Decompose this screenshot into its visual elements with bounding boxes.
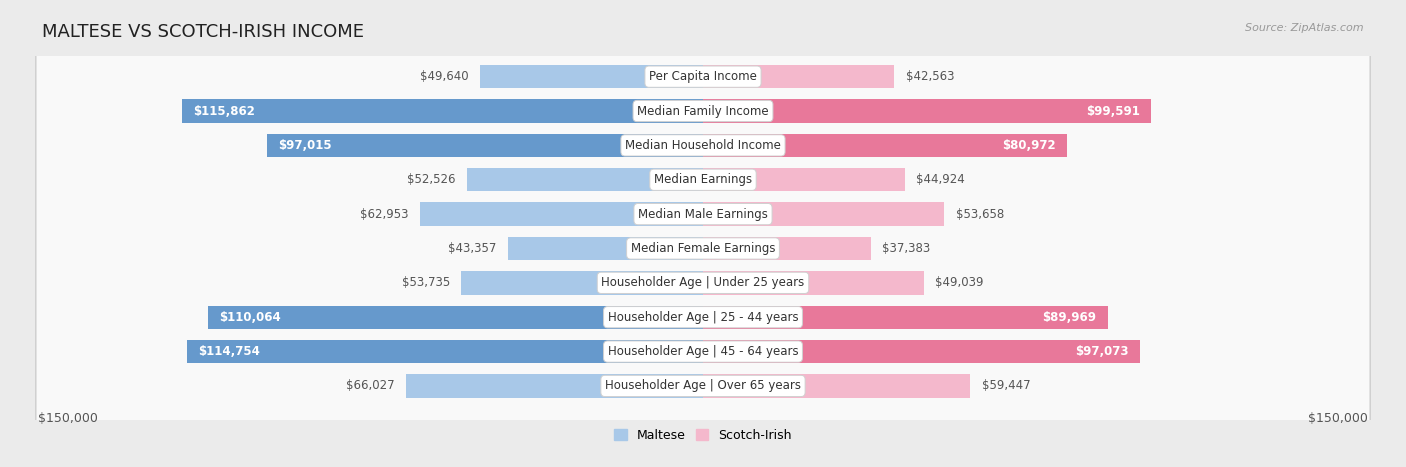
Text: $49,039: $49,039	[935, 276, 983, 290]
FancyBboxPatch shape	[37, 0, 1369, 467]
FancyBboxPatch shape	[37, 0, 1369, 467]
FancyBboxPatch shape	[703, 65, 894, 88]
FancyBboxPatch shape	[406, 374, 703, 397]
Text: Median Female Earnings: Median Female Earnings	[631, 242, 775, 255]
FancyBboxPatch shape	[508, 237, 703, 260]
Text: $110,064: $110,064	[219, 311, 281, 324]
Text: $53,735: $53,735	[402, 276, 450, 290]
FancyBboxPatch shape	[703, 271, 924, 295]
Text: $62,953: $62,953	[360, 208, 409, 220]
Text: $43,357: $43,357	[449, 242, 496, 255]
FancyBboxPatch shape	[420, 202, 703, 226]
FancyBboxPatch shape	[37, 0, 1369, 467]
Text: $42,563: $42,563	[905, 70, 955, 83]
FancyBboxPatch shape	[37, 0, 1369, 467]
Text: Householder Age | 25 - 44 years: Householder Age | 25 - 44 years	[607, 311, 799, 324]
FancyBboxPatch shape	[461, 271, 703, 295]
FancyBboxPatch shape	[703, 237, 872, 260]
Text: Householder Age | Under 25 years: Householder Age | Under 25 years	[602, 276, 804, 290]
FancyBboxPatch shape	[703, 305, 1108, 329]
FancyBboxPatch shape	[208, 305, 703, 329]
Text: $52,526: $52,526	[406, 173, 456, 186]
Text: $53,658: $53,658	[956, 208, 1004, 220]
FancyBboxPatch shape	[37, 0, 1369, 467]
Text: $150,000: $150,000	[1308, 412, 1368, 425]
Text: Householder Age | Over 65 years: Householder Age | Over 65 years	[605, 379, 801, 392]
Text: $49,640: $49,640	[420, 70, 468, 83]
Text: $150,000: $150,000	[38, 412, 98, 425]
FancyBboxPatch shape	[467, 168, 703, 191]
Text: $114,754: $114,754	[198, 345, 260, 358]
Text: $80,972: $80,972	[1002, 139, 1056, 152]
Text: $59,447: $59,447	[981, 379, 1031, 392]
FancyBboxPatch shape	[703, 99, 1152, 123]
FancyBboxPatch shape	[703, 168, 905, 191]
Text: Householder Age | 45 - 64 years: Householder Age | 45 - 64 years	[607, 345, 799, 358]
FancyBboxPatch shape	[703, 202, 945, 226]
FancyBboxPatch shape	[187, 340, 703, 363]
Text: MALTESE VS SCOTCH-IRISH INCOME: MALTESE VS SCOTCH-IRISH INCOME	[42, 23, 364, 42]
Legend: Maltese, Scotch-Irish: Maltese, Scotch-Irish	[609, 424, 797, 447]
Text: Per Capita Income: Per Capita Income	[650, 70, 756, 83]
Text: $97,015: $97,015	[278, 139, 332, 152]
Text: $66,027: $66,027	[346, 379, 395, 392]
Text: Median Household Income: Median Household Income	[626, 139, 780, 152]
Text: Median Male Earnings: Median Male Earnings	[638, 208, 768, 220]
Text: $99,591: $99,591	[1085, 105, 1140, 118]
FancyBboxPatch shape	[479, 65, 703, 88]
FancyBboxPatch shape	[703, 134, 1067, 157]
Text: $89,969: $89,969	[1042, 311, 1097, 324]
Text: Median Earnings: Median Earnings	[654, 173, 752, 186]
FancyBboxPatch shape	[703, 340, 1140, 363]
FancyBboxPatch shape	[37, 0, 1369, 467]
Text: $115,862: $115,862	[193, 105, 254, 118]
Text: $37,383: $37,383	[883, 242, 931, 255]
Text: Median Family Income: Median Family Income	[637, 105, 769, 118]
FancyBboxPatch shape	[37, 0, 1369, 467]
FancyBboxPatch shape	[37, 0, 1369, 467]
FancyBboxPatch shape	[37, 0, 1369, 467]
Text: Source: ZipAtlas.com: Source: ZipAtlas.com	[1246, 23, 1364, 33]
Text: $44,924: $44,924	[917, 173, 965, 186]
Text: $97,073: $97,073	[1076, 345, 1129, 358]
FancyBboxPatch shape	[37, 0, 1369, 467]
FancyBboxPatch shape	[703, 374, 970, 397]
FancyBboxPatch shape	[267, 134, 703, 157]
FancyBboxPatch shape	[181, 99, 703, 123]
